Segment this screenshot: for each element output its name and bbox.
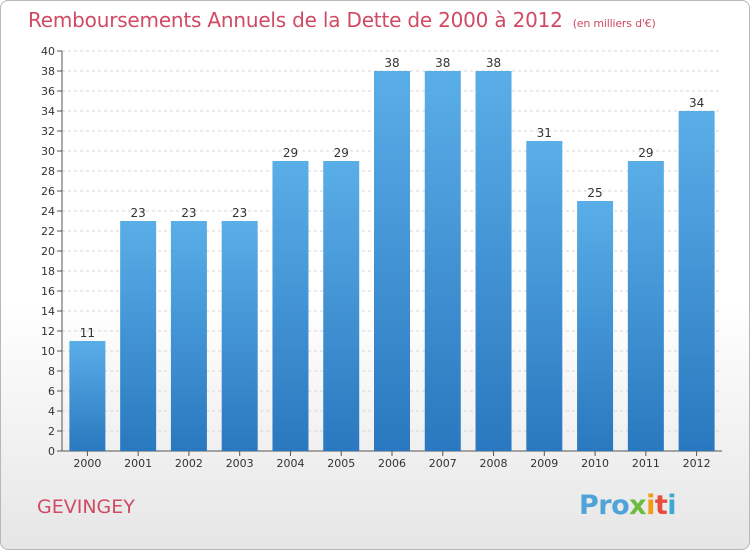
y-tick-label: 38 xyxy=(41,65,55,78)
x-tick-label: 2005 xyxy=(327,457,355,470)
title-subtitle: (en milliers d'€) xyxy=(572,17,656,30)
y-tick-label: 26 xyxy=(41,185,55,198)
y-tick-label: 8 xyxy=(48,365,55,378)
x-tick-label: 2004 xyxy=(276,457,304,470)
x-tick-label: 2009 xyxy=(530,457,558,470)
x-tick-label: 2012 xyxy=(683,457,711,470)
data-label-2008: 38 xyxy=(486,56,501,70)
data-label-2010: 25 xyxy=(587,186,602,200)
bar-2008 xyxy=(475,71,512,451)
bars xyxy=(69,71,715,451)
y-tick-label: 0 xyxy=(48,445,55,458)
logo-part-2: x xyxy=(629,490,647,521)
y-tick-label: 10 xyxy=(41,345,55,358)
y-tick-label: 20 xyxy=(41,245,55,258)
bar-2003 xyxy=(221,221,258,451)
x-tick-label: 2002 xyxy=(175,457,203,470)
data-label-2004: 29 xyxy=(283,146,298,160)
x-tick-label: 2007 xyxy=(429,457,457,470)
data-label-2012: 34 xyxy=(689,96,704,110)
y-tick-label: 2 xyxy=(48,425,55,438)
bar-2009 xyxy=(526,141,563,451)
bar-2002 xyxy=(170,221,207,451)
x-tick-label: 2001 xyxy=(124,457,152,470)
data-label-2006: 38 xyxy=(384,56,399,70)
y-tick-label: 16 xyxy=(41,285,55,298)
y-tick-label: 24 xyxy=(41,205,55,218)
x-tick-label: 2011 xyxy=(632,457,660,470)
data-label-2011: 29 xyxy=(638,146,653,160)
y-tick-label: 14 xyxy=(41,305,55,318)
y-tick-label: 22 xyxy=(41,225,55,238)
y-tick-label: 40 xyxy=(41,45,55,58)
y-tick-label: 6 xyxy=(48,385,55,398)
labels: 0246810121416182022242628303234363840200… xyxy=(41,45,711,470)
x-tick-label: 2000 xyxy=(73,457,101,470)
x-tick-label: 2006 xyxy=(378,457,406,470)
logo-part-3: i xyxy=(646,490,655,521)
x-tick-label: 2010 xyxy=(581,457,609,470)
bar-2006 xyxy=(374,71,410,451)
x-tick-label: 2003 xyxy=(226,457,254,470)
bar-2010 xyxy=(577,201,614,451)
bar-2011 xyxy=(627,161,664,451)
data-label-2000: 11 xyxy=(80,326,95,340)
bar-2005 xyxy=(323,161,360,451)
bar-2012 xyxy=(678,111,715,451)
y-tick-label: 36 xyxy=(41,85,55,98)
y-tick-label: 30 xyxy=(41,145,55,158)
data-label-2005: 29 xyxy=(334,146,349,160)
bar-2000 xyxy=(69,341,106,451)
bar-2007 xyxy=(424,71,461,451)
data-label-2007: 38 xyxy=(435,56,450,70)
y-tick-label: 28 xyxy=(41,165,55,178)
y-tick-label: 4 xyxy=(48,405,55,418)
data-label-2001: 23 xyxy=(131,206,146,220)
x-tick-label: 2008 xyxy=(480,457,508,470)
y-tick-label: 34 xyxy=(41,105,55,118)
logo-part-4: t xyxy=(654,490,668,521)
data-label-2002: 23 xyxy=(181,206,196,220)
bar-2001 xyxy=(120,221,157,451)
logo-part-5: i xyxy=(667,490,677,521)
y-tick-label: 18 xyxy=(41,265,55,278)
commune-name: GEVINGEY xyxy=(37,496,135,518)
data-label-2003: 23 xyxy=(232,206,247,220)
proxiti-logo: Proxiti xyxy=(579,490,677,521)
chart-title: Remboursements Annuels de la Dette de 20… xyxy=(28,8,656,32)
y-tick-label: 12 xyxy=(41,325,55,338)
logo-part-1: Pro xyxy=(579,490,630,521)
bar-2004 xyxy=(272,161,309,451)
title-text: Remboursements Annuels de la Dette de 20… xyxy=(28,8,563,32)
y-tick-label: 32 xyxy=(41,125,55,138)
data-label-2009: 31 xyxy=(537,126,552,140)
